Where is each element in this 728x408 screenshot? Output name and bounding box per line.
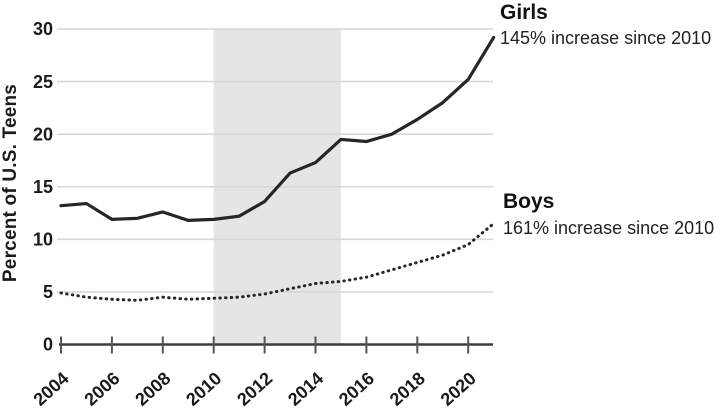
x-tick-label: 2010 (182, 368, 225, 408)
x-tick-label: 2020 (437, 368, 480, 408)
boys-annotation: 161% increase since 2010 (503, 218, 715, 238)
x-tick-label: 2016 (335, 368, 378, 408)
y-tick-label: 25 (33, 72, 53, 92)
y-tick-label: 20 (33, 124, 53, 144)
x-tick-label: 2008 (131, 368, 174, 408)
y-tick-label: 0 (43, 335, 53, 355)
x-tick-label: 2014 (284, 368, 327, 408)
y-tick-label: 10 (33, 230, 53, 250)
y-tick-label: 15 (33, 177, 53, 197)
y-tick-label: 30 (33, 19, 53, 39)
boys-line (59, 222, 496, 302)
y-axis-title: Percent of U.S. Teens (0, 83, 21, 283)
girls-line (59, 35, 496, 223)
girls-annotation: 145% increase since 2010 (500, 28, 712, 48)
y-tick-label: 5 (43, 282, 53, 302)
x-tick-label: 2018 (386, 368, 429, 408)
girls-series-label: Girls (500, 1, 548, 24)
x-tick-label: 2012 (233, 368, 276, 408)
x-tick-label: 2004 (30, 368, 73, 408)
boys-series-label: Boys (503, 190, 555, 213)
x-tick-label: 2006 (80, 368, 123, 408)
